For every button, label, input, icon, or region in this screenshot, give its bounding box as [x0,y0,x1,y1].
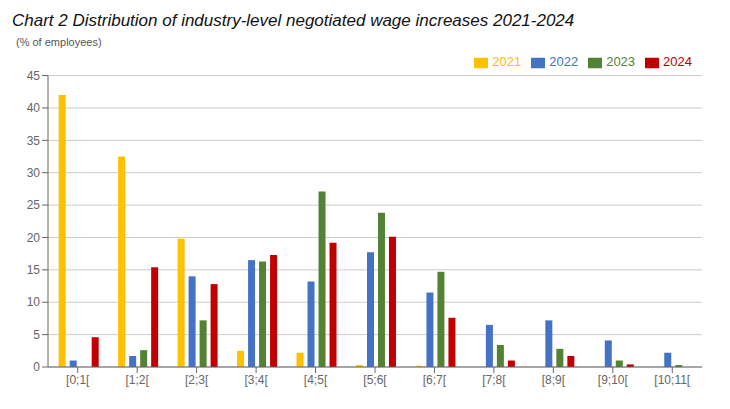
svg-text:[10;11[: [10;11[ [654,373,690,387]
svg-text:[7;8[: [7;8[ [482,373,506,387]
svg-text:[8;9[: [8;9[ [542,373,566,387]
svg-text:35: 35 [27,134,41,148]
svg-text:10: 10 [27,295,41,309]
svg-text:0: 0 [33,360,40,374]
html-text:2021: 2021 [492,54,522,69]
html-text:2023: 2023 [606,54,636,69]
svg-text:[2;3[: [2;3[ [185,373,209,387]
svg-text:20: 20 [27,231,41,245]
svg-text:[5;6[: [5;6[ [363,373,387,387]
svg-text:[6;7[: [6;7[ [423,373,447,387]
svg-text:[1;2[: [1;2[ [126,373,150,387]
html-text:Chart 2 Distribution of indust: Chart 2 Distribution of industry-level n… [12,11,575,30]
svg-text:40: 40 [27,101,41,115]
svg-text:[3;4[: [3;4[ [244,373,268,387]
svg-text:[4;5[: [4;5[ [304,373,328,387]
svg-text:15: 15 [27,263,41,277]
html-text:(% of employees): (% of employees) [16,36,102,48]
svg-text:5: 5 [33,328,40,342]
svg-text:30: 30 [27,166,41,180]
html-text:2022: 2022 [549,54,579,69]
svg-text:45: 45 [27,69,41,83]
svg-text:25: 25 [27,198,41,212]
svg-text:[0;1[: [0;1[ [66,373,90,387]
svg-text:[9;10[: [9;10[ [598,373,629,387]
html-text:2024: 2024 [663,54,692,69]
